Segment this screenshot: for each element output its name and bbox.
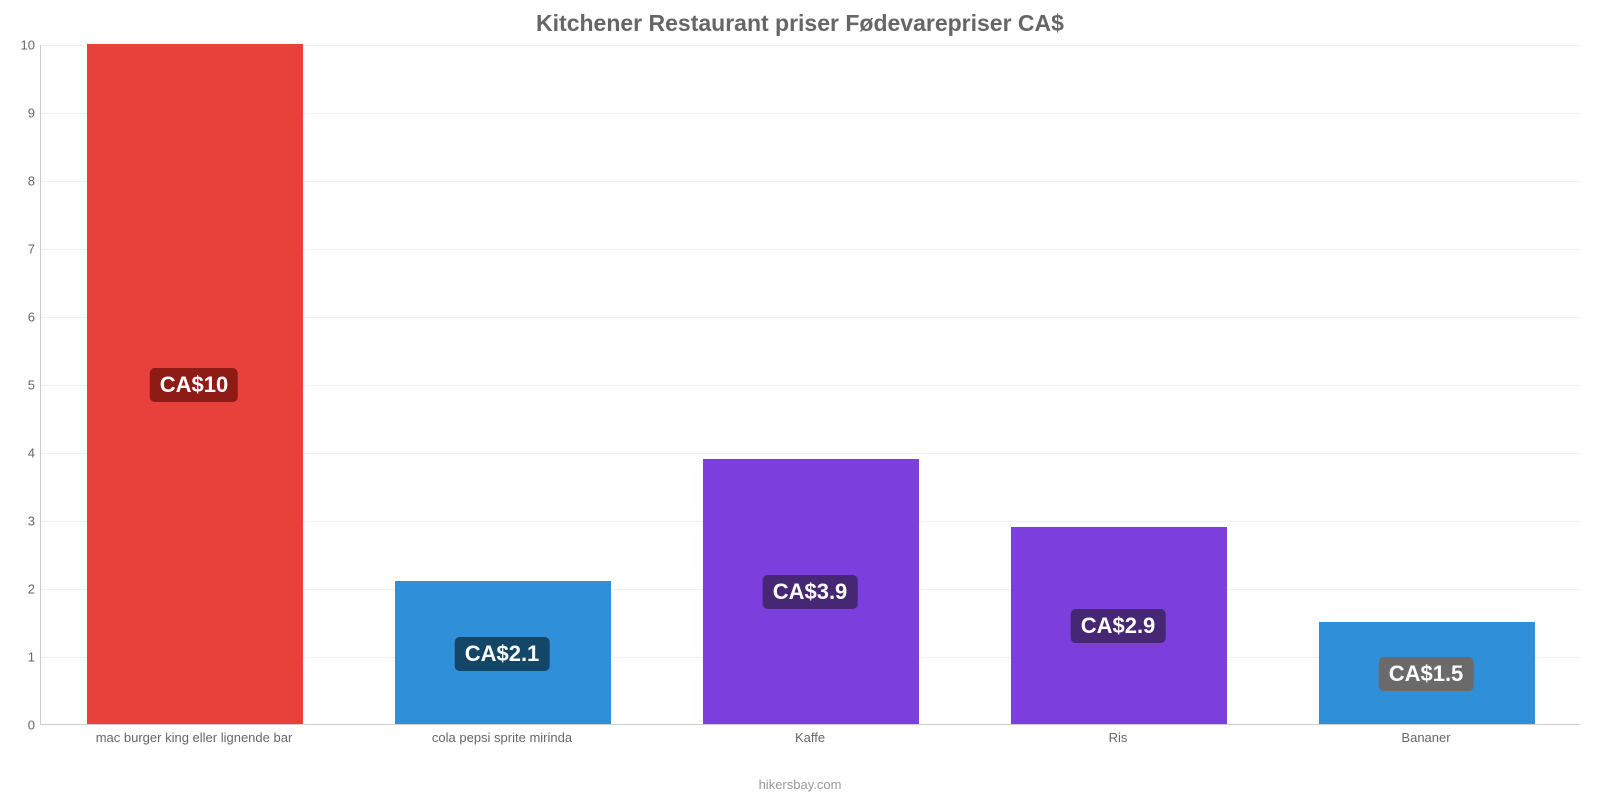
y-tick-label: 7 — [5, 242, 35, 257]
value-label: CA$1.5 — [1379, 657, 1474, 691]
y-tick-label: 6 — [5, 310, 35, 325]
y-tick-label: 0 — [5, 718, 35, 733]
plot-area — [40, 45, 1580, 725]
x-tick-label: Ris — [1109, 730, 1128, 745]
y-tick-label: 5 — [5, 378, 35, 393]
y-tick-label: 10 — [5, 38, 35, 53]
price-bar-chart: Kitchener Restaurant priser Fødevarepris… — [0, 0, 1600, 800]
x-tick-label: cola pepsi sprite mirinda — [432, 730, 572, 745]
y-tick-label: 8 — [5, 174, 35, 189]
value-label: CA$2.1 — [455, 637, 550, 671]
y-tick-label: 4 — [5, 446, 35, 461]
y-tick-label: 3 — [5, 514, 35, 529]
chart-title: Kitchener Restaurant priser Fødevarepris… — [0, 10, 1600, 37]
value-label: CA$2.9 — [1071, 609, 1166, 643]
value-label: CA$3.9 — [763, 575, 858, 609]
value-label: CA$10 — [150, 368, 238, 402]
source-label: hikersbay.com — [0, 777, 1600, 792]
x-tick-label: mac burger king eller lignende bar — [96, 730, 293, 745]
y-tick-label: 9 — [5, 106, 35, 121]
y-tick-label: 1 — [5, 650, 35, 665]
x-tick-label: Bananer — [1401, 730, 1450, 745]
y-tick-label: 2 — [5, 582, 35, 597]
x-tick-label: Kaffe — [795, 730, 825, 745]
